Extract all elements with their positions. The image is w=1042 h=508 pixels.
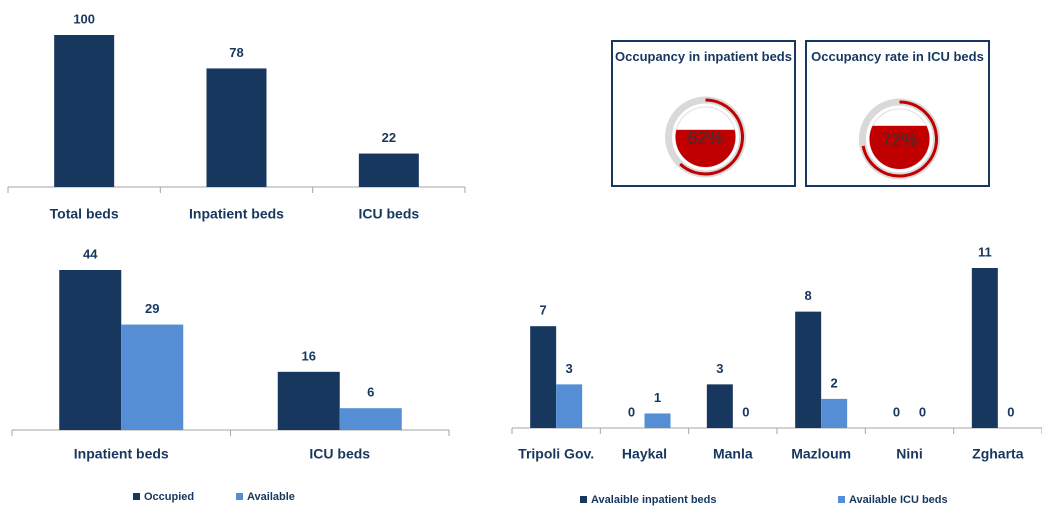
value-label: 16 — [302, 348, 316, 363]
bar — [821, 398, 848, 428]
x-tick-label: Tripoli Gov. — [518, 446, 594, 462]
bar — [54, 35, 115, 187]
bar — [530, 326, 557, 428]
value-label: 44 — [83, 246, 98, 261]
value-label: 6 — [367, 385, 374, 400]
bar — [706, 384, 733, 428]
value-label: 2 — [831, 375, 838, 390]
x-tick-label: ICU beds — [358, 206, 419, 222]
value-label: 3 — [716, 361, 723, 376]
value-label: 1 — [654, 390, 661, 405]
value-label: 11 — [978, 244, 992, 259]
bar — [277, 371, 340, 430]
bar — [59, 270, 122, 430]
x-tick-label: Manla — [713, 446, 753, 462]
legend-label: Avalaible inpatient beds — [591, 494, 717, 506]
x-tick-label: Haykal — [622, 446, 667, 462]
x-tick-label: Nini — [896, 446, 922, 462]
x-tick-label: Total beds — [50, 206, 119, 222]
value-label: 7 — [540, 303, 547, 318]
gauge-title: Occupancy in inpatient beds — [615, 49, 792, 64]
legend-label: Available ICU beds — [849, 494, 948, 506]
value-label: 22 — [382, 130, 396, 145]
x-tick-label: Zgharta — [972, 446, 1024, 462]
bar — [339, 408, 402, 430]
bar — [556, 384, 583, 428]
bar — [644, 413, 671, 428]
gauge-value: 72% — [881, 130, 917, 150]
gauge-arc — [679, 98, 744, 176]
legend-swatch — [580, 496, 587, 503]
bar — [795, 311, 822, 428]
bar — [206, 68, 267, 187]
legend-label: Occupied — [144, 491, 194, 503]
value-label: 78 — [229, 45, 243, 60]
value-label: 3 — [566, 361, 573, 376]
value-label: 100 — [73, 11, 95, 26]
value-label: 29 — [145, 301, 159, 316]
value-label: 8 — [805, 288, 812, 303]
value-label: 0 — [742, 404, 749, 419]
x-tick-label: Inpatient beds — [74, 446, 169, 462]
gauge-arc — [861, 100, 938, 178]
value-label: 0 — [1007, 404, 1014, 419]
bar — [358, 153, 419, 187]
value-label: 0 — [628, 404, 635, 419]
x-tick-label: Inpatient beds — [189, 206, 284, 222]
value-label: 0 — [919, 404, 926, 419]
bar — [121, 324, 184, 430]
x-tick-label: Mazloum — [791, 446, 851, 462]
gauge-value: 62% — [687, 128, 723, 148]
legend-swatch — [133, 493, 140, 500]
legend-swatch — [236, 493, 243, 500]
x-tick-label: ICU beds — [309, 446, 370, 462]
bar — [971, 268, 998, 428]
value-label: 0 — [893, 404, 900, 419]
legend-label: Available — [247, 491, 295, 503]
gauge-title: Occupancy rate in ICU beds — [811, 49, 984, 64]
legend-swatch — [838, 496, 845, 503]
